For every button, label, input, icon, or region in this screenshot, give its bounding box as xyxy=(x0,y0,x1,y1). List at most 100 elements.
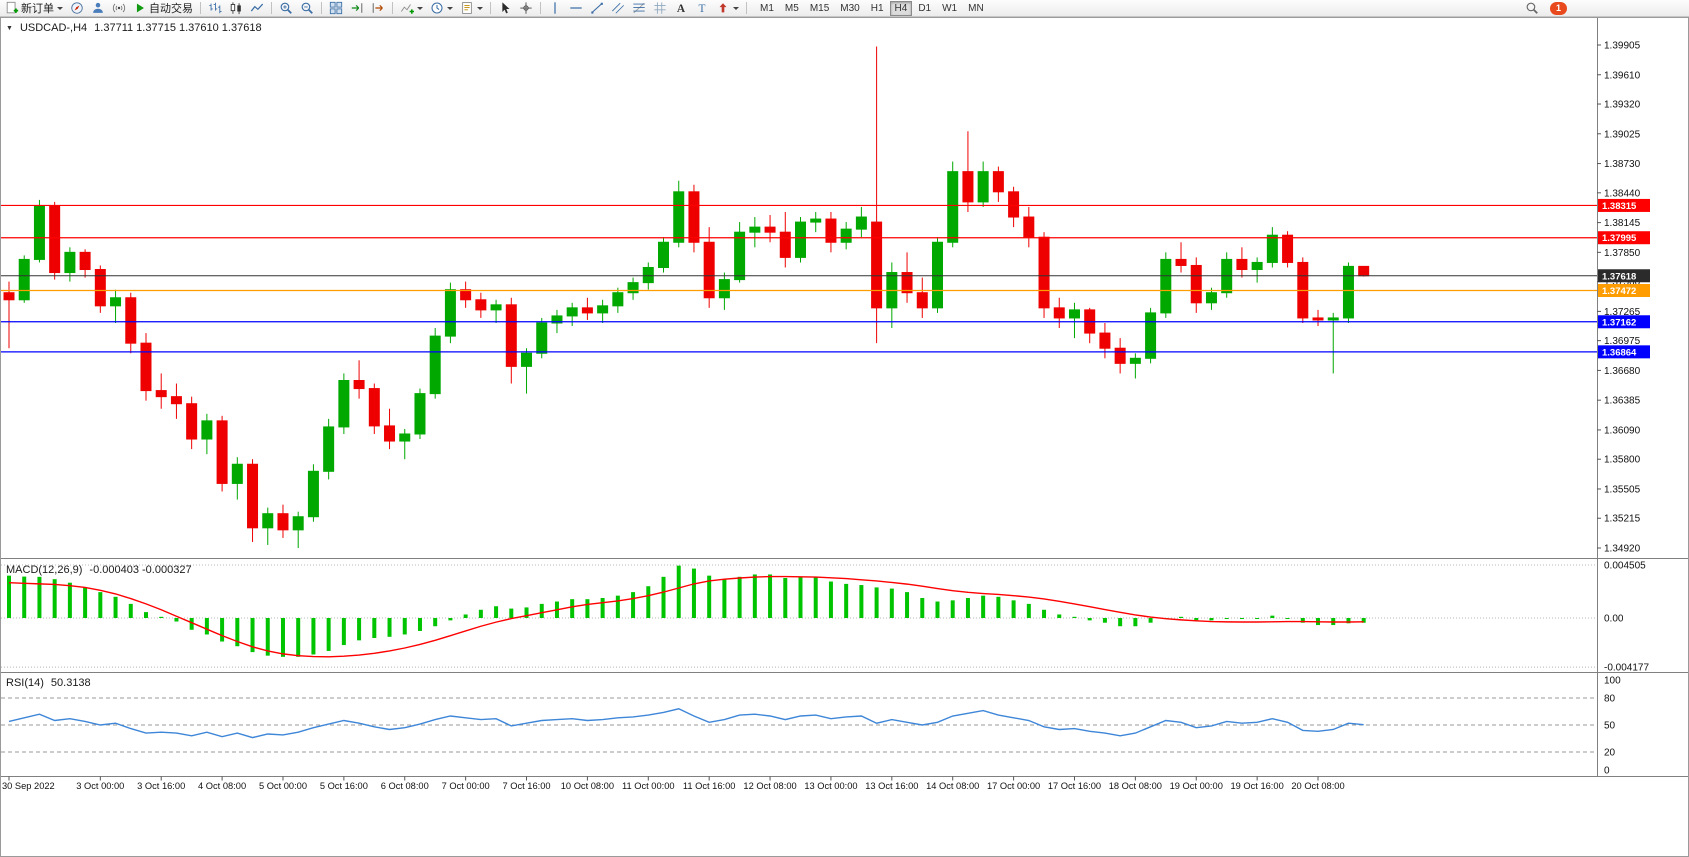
svg-text:1.37472: 1.37472 xyxy=(1602,286,1636,297)
crosshair-button[interactable] xyxy=(516,1,536,16)
svg-text:1.39320: 1.39320 xyxy=(1604,100,1641,111)
svg-text:1.38315: 1.38315 xyxy=(1602,201,1637,212)
chevron-down-icon xyxy=(733,6,739,10)
svg-text:18 Oct 08:00: 18 Oct 08:00 xyxy=(1109,781,1162,791)
timeframe-button-mn[interactable]: MN xyxy=(963,1,989,16)
svg-text:A: A xyxy=(677,3,686,15)
chevron-down-icon xyxy=(57,6,63,10)
svg-text:1.35505: 1.35505 xyxy=(1604,484,1641,495)
text-label-button[interactable]: T xyxy=(692,1,712,16)
text-button[interactable]: A xyxy=(671,1,691,16)
text-icon: A xyxy=(674,1,688,15)
collapse-triangle-icon[interactable]: ▼ xyxy=(6,24,13,32)
periods-button[interactable] xyxy=(427,1,456,16)
chevron-down-icon xyxy=(417,6,423,10)
timeframe-button-h1[interactable]: H1 xyxy=(866,1,889,16)
horizontal-line-icon xyxy=(569,1,583,15)
horizontal-line-button[interactable] xyxy=(566,1,586,16)
main-toolbar: 新订单 自动交易 A T M1 M5 M15 M30 H1 H4 D1 W1 MN 1 xyxy=(0,0,1689,17)
time-axis[interactable]: 30 Sep 2022 3 Oct 00:00 3 Oct 16:00 4 Oct 0… xyxy=(2,776,1345,792)
svg-text:-0.004177: -0.004177 xyxy=(1604,663,1649,674)
price-chart-canvas[interactable]: 1.39905 1.39610 1.39320 1.39025 1.38730 1.384… xyxy=(0,17,1689,857)
horizontal-lines-layer[interactable]: 1.38315 1.37995 1.37472 1.37162 1.36864 xyxy=(1,198,1650,359)
svg-text:11 Oct 00:00: 11 Oct 00:00 xyxy=(622,781,675,791)
chevron-down-icon xyxy=(477,6,483,10)
timeframe-button-m5[interactable]: M5 xyxy=(780,1,804,16)
new-order-button[interactable]: 新订单 xyxy=(2,1,66,16)
zoom-in-button[interactable] xyxy=(276,1,296,16)
search-button[interactable] xyxy=(1522,1,1542,16)
search-icon xyxy=(1525,1,1539,15)
trendline-button[interactable] xyxy=(587,1,607,16)
current-price-line: 1.37618 xyxy=(1,269,1650,283)
chart-window[interactable]: 1.39905 1.39610 1.39320 1.39025 1.38730 1.384… xyxy=(0,17,1689,857)
timeframe-button-m1[interactable]: M1 xyxy=(755,1,779,16)
grid-button[interactable] xyxy=(650,1,670,16)
indicators-icon xyxy=(400,1,414,15)
candles-layer xyxy=(3,46,1370,548)
auto-scroll-button[interactable] xyxy=(347,1,367,16)
svg-text:13 Oct 00:00: 13 Oct 00:00 xyxy=(804,781,857,791)
svg-text:1.37995: 1.37995 xyxy=(1602,233,1637,244)
chart-symbol-period: USDCAD-,H4 xyxy=(19,22,88,34)
svg-text:0.004505: 0.004505 xyxy=(1604,561,1646,572)
channel-icon xyxy=(611,1,625,15)
timeframe-group: M1 M5 M15 M30 H1 H4 D1 W1 MN xyxy=(755,0,989,16)
svg-text:1.39610: 1.39610 xyxy=(1604,70,1641,81)
svg-text:80: 80 xyxy=(1604,694,1616,705)
toolbar-separator xyxy=(271,2,272,14)
arrows-icon xyxy=(716,1,730,15)
svg-text:3 Oct 16:00: 3 Oct 16:00 xyxy=(137,781,185,791)
svg-text:1.36680: 1.36680 xyxy=(1604,366,1641,377)
timeframe-button-w1[interactable]: W1 xyxy=(937,1,962,16)
zoom-out-button[interactable] xyxy=(297,1,317,16)
cursor-button[interactable] xyxy=(495,1,515,16)
profile-icon xyxy=(91,1,105,15)
notification-badge[interactable]: 1 xyxy=(1550,1,1567,15)
chart-shift-icon xyxy=(371,1,385,15)
svg-text:100: 100 xyxy=(1604,676,1621,687)
periods-icon xyxy=(430,1,444,15)
zoom-out-icon xyxy=(300,1,314,15)
svg-text:30 Sep 2022: 30 Sep 2022 xyxy=(2,781,55,791)
candlestick-button[interactable] xyxy=(226,1,246,16)
cursor-icon xyxy=(498,1,512,15)
svg-text:17 Oct 00:00: 17 Oct 00:00 xyxy=(987,781,1040,791)
chart-shift-button[interactable] xyxy=(368,1,388,16)
vertical-line-icon xyxy=(548,1,562,15)
profile-button[interactable] xyxy=(88,1,108,16)
channel-button[interactable] xyxy=(608,1,628,16)
svg-text:11 Oct 16:00: 11 Oct 16:00 xyxy=(683,781,736,791)
svg-text:0: 0 xyxy=(1604,766,1610,777)
svg-text:1.37618: 1.37618 xyxy=(1602,271,1636,282)
price-axis[interactable]: 1.39905 1.39610 1.39320 1.39025 1.38730 1.384… xyxy=(1597,41,1641,555)
timeframe-button-h4[interactable]: H4 xyxy=(889,0,913,16)
timeframe-button-m15[interactable]: M15 xyxy=(805,1,834,16)
rsi-value: 50.3138 xyxy=(50,677,91,689)
vertical-line-button[interactable] xyxy=(545,1,565,16)
templates-button[interactable] xyxy=(457,1,486,16)
svg-text:1.36385: 1.36385 xyxy=(1604,396,1641,407)
tile-windows-button[interactable] xyxy=(326,1,346,16)
rsi-label: RSI(14) xyxy=(6,677,44,689)
svg-text:1.35215: 1.35215 xyxy=(1604,514,1641,525)
svg-text:19 Oct 16:00: 19 Oct 16:00 xyxy=(1231,781,1284,791)
timeframe-button-m30[interactable]: M30 xyxy=(835,1,864,16)
arrows-button[interactable] xyxy=(713,1,742,16)
macd-layer xyxy=(7,565,1366,658)
signals-button[interactable] xyxy=(109,1,129,16)
svg-text:0.00: 0.00 xyxy=(1604,614,1624,625)
new-order-label: 新订单 xyxy=(21,3,54,15)
svg-text:3 Oct 00:00: 3 Oct 00:00 xyxy=(76,781,124,791)
compass-button[interactable] xyxy=(67,1,87,16)
line-chart-button[interactable] xyxy=(247,1,267,16)
bar-chart-icon xyxy=(208,1,222,15)
autotrading-play-button[interactable]: 自动交易 xyxy=(130,1,196,16)
svg-text:1.37265: 1.37265 xyxy=(1604,307,1641,318)
timeframe-button-d1[interactable]: D1 xyxy=(913,1,936,16)
fibonacci-button[interactable] xyxy=(629,1,649,16)
indicators-button[interactable] xyxy=(397,1,426,16)
autotrading-play-label: 自动交易 xyxy=(149,3,193,15)
toolbar-separator xyxy=(392,2,393,14)
bar-chart-button[interactable] xyxy=(205,1,225,16)
